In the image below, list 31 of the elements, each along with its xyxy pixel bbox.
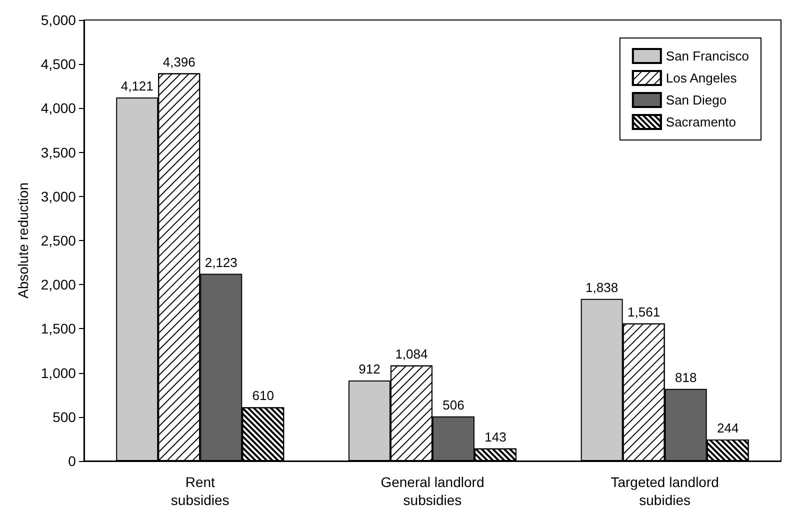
legend-label: San Francisco [666,48,750,64]
y-tick-label: 3,500 [40,144,76,160]
y-tick-label: 0 [68,453,76,469]
y-tick-label: 5,000 [40,12,76,28]
y-axis-title: Absolute reduction [15,182,31,298]
data-label: 1,838 [586,280,618,295]
legend-label: San Diego [666,92,727,108]
x-tick-label: General landlord subsidies [380,474,484,508]
data-label: 4,121 [120,78,154,94]
x-tick-label: Targeted landlord subidies [610,474,719,508]
y-tick-label: 3,000 [40,188,76,204]
data-label: 1,561 [628,304,660,320]
y-tick-label: 500 [52,408,76,425]
y-tick-label: 2,500 [40,232,76,248]
y-tick-label: 2,000 [40,276,76,293]
data-label: 2,123 [204,254,238,270]
legend-label: Sacramento [666,114,736,130]
y-tick-label: 1,000 [40,364,76,381]
data-label: 506 [442,397,464,412]
data-label: 1,084 [395,346,428,362]
x-tick-label: Rent subsidies [170,474,230,508]
data-label: 244 [716,420,739,436]
data-label: 912 [358,362,380,377]
legend-label: Los Angeles [666,70,738,86]
data-label: 818 [674,370,697,385]
y-tick-label: 4,000 [40,100,76,116]
data-label: 4,396 [162,54,196,70]
y-tick-label: 1,500 [40,320,76,337]
data-label: 143 [484,429,506,444]
data-label: 610 [252,388,274,404]
y-tick-label: 4,500 [40,56,76,72]
